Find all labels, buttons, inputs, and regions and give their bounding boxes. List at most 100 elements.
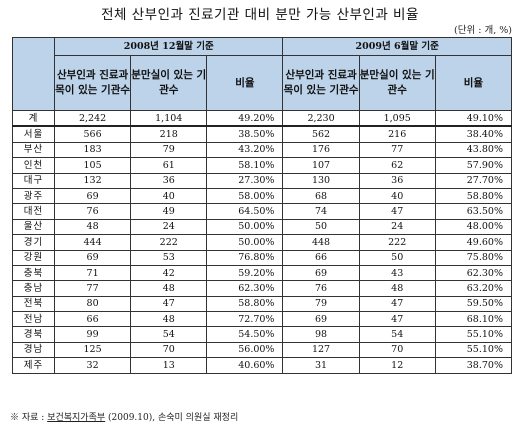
table-row: 전남 66 48 72.70% 69 47 68.10% xyxy=(12,311,513,328)
ratio-2008-cell: 62.30% xyxy=(206,280,284,297)
ratio-2009-cell: 27.70% xyxy=(434,172,513,189)
total-2009-cell: 31 xyxy=(282,357,360,374)
group-header-2009: 2009년 6월말 기준 xyxy=(282,37,512,56)
ratio-2008-cell: 38.50% xyxy=(206,125,284,143)
total-2008-cell: 71 xyxy=(53,264,132,282)
table-row: 부산 183 79 43.20% 176 77 43.80% xyxy=(12,141,513,159)
delivery-2009-cell: 70 xyxy=(358,341,436,359)
ratio-2009-cell: 68.10% xyxy=(434,311,513,328)
total-2008-cell: 132 xyxy=(53,172,132,189)
col-header-delivery-2008: 분만실이 있는 기관수 xyxy=(130,55,208,111)
column-header-row: 산부인과 진료과목이 있는 기관수 분만실이 있는 기관수 비율 산부인과 진료… xyxy=(13,55,513,111)
delivery-2008-cell: 48 xyxy=(130,280,208,297)
region-cell: 인천 xyxy=(12,157,55,174)
total-2009-cell: 2,230 xyxy=(282,110,360,128)
total-2008-cell: 76 xyxy=(53,203,132,220)
source-note-source: 보건복지가족부 xyxy=(47,413,106,423)
total-2008-cell: 66 xyxy=(53,311,132,328)
stats-table: 2008년 12월말 기준 2009년 6월말 기준 산부인과 진료과목이 있는… xyxy=(12,37,513,374)
total-2009-cell: 76 xyxy=(282,280,360,297)
delivery-2009-cell: 47 xyxy=(358,203,436,220)
total-2009-cell: 130 xyxy=(282,172,360,189)
delivery-2009-cell: 24 xyxy=(358,218,436,236)
table-row: 충북 71 42 59.20% 69 43 62.30% xyxy=(12,264,513,282)
ratio-2008-cell: 76.80% xyxy=(206,249,284,266)
delivery-2008-cell: 53 xyxy=(130,249,208,266)
total-2008-cell: 69 xyxy=(53,187,132,205)
delivery-2008-cell: 47 xyxy=(130,295,208,313)
corner-cell xyxy=(12,37,55,111)
region-cell: 대전 xyxy=(12,203,55,220)
delivery-2009-cell: 47 xyxy=(358,295,436,313)
delivery-2008-cell: 49 xyxy=(130,203,208,220)
group-header-2008: 2008년 12월말 기준 xyxy=(53,37,284,56)
region-cell: 광주 xyxy=(12,187,55,205)
ratio-2009-cell: 43.80% xyxy=(434,141,513,159)
delivery-2009-cell: 47 xyxy=(358,311,436,328)
delivery-2009-cell: 40 xyxy=(358,187,436,205)
ratio-2008-cell: 58.00% xyxy=(206,187,284,205)
total-2009-cell: 176 xyxy=(282,141,360,159)
total-2008-cell: 105 xyxy=(53,157,132,174)
delivery-2009-cell: 222 xyxy=(358,234,436,251)
total-2009-cell: 68 xyxy=(282,187,360,205)
region-cell: 부산 xyxy=(12,141,55,159)
ratio-2009-cell: 38.70% xyxy=(434,357,513,374)
total-2009-cell: 107 xyxy=(282,157,360,174)
region-cell: 전남 xyxy=(12,311,55,328)
source-note-suffix: (2009.10), 손숙미 의원실 재정리 xyxy=(105,413,239,423)
ratio-2008-cell: 27.30% xyxy=(206,172,284,189)
total-2009-cell: 127 xyxy=(282,341,360,359)
total-2009-cell: 69 xyxy=(282,311,360,328)
ratio-2009-cell: 55.10% xyxy=(434,341,513,359)
region-cell: 대구 xyxy=(12,172,55,189)
total-2008-cell: 183 xyxy=(53,141,132,159)
delivery-2008-cell: 61 xyxy=(130,157,208,174)
table-row: 경기 444 222 50.00% 448 222 49.60% xyxy=(12,234,513,251)
table-row: 광주 69 40 58.00% 68 40 58.80% xyxy=(12,187,513,205)
total-2008-cell: 48 xyxy=(53,218,132,236)
ratio-2009-cell: 49.10% xyxy=(434,110,513,128)
delivery-2009-cell: 54 xyxy=(358,326,436,343)
table-row: 대구 132 36 27.30% 130 36 27.70% xyxy=(12,172,513,189)
ratio-2008-cell: 58.80% xyxy=(206,295,284,313)
ratio-2009-cell: 48.00% xyxy=(434,218,513,236)
ratio-2009-cell: 55.10% xyxy=(434,326,513,343)
source-note: ※ 자료 : 보건복지가족부 (2009.10), 손숙미 의원실 재정리 xyxy=(10,410,238,423)
ratio-2008-cell: 50.00% xyxy=(206,234,284,251)
total-2009-cell: 448 xyxy=(282,234,360,251)
delivery-2008-cell: 1,104 xyxy=(130,110,208,128)
table-row: 제주 32 13 40.60% 31 12 38.70% xyxy=(12,357,513,374)
total-2009-cell: 74 xyxy=(282,203,360,220)
total-2009-cell: 66 xyxy=(282,249,360,266)
delivery-2008-cell: 70 xyxy=(130,341,208,359)
region-cell: 전북 xyxy=(12,295,55,313)
region-cell: 계 xyxy=(12,110,55,128)
total-2008-cell: 2,242 xyxy=(53,110,132,128)
delivery-2009-cell: 36 xyxy=(358,172,436,189)
delivery-2008-cell: 79 xyxy=(130,141,208,159)
delivery-2009-cell: 43 xyxy=(358,264,436,282)
ratio-2009-cell: 57.90% xyxy=(434,157,513,174)
total-2008-cell: 77 xyxy=(53,280,132,297)
col-header-ratio-2009: 비율 xyxy=(434,55,513,111)
delivery-2009-cell: 48 xyxy=(358,280,436,297)
total-2009-cell: 50 xyxy=(282,218,360,236)
delivery-2009-cell: 216 xyxy=(358,125,436,143)
table-row: 인천 105 61 58.10% 107 62 57.90% xyxy=(12,157,513,174)
total-2009-cell: 79 xyxy=(282,295,360,313)
delivery-2008-cell: 13 xyxy=(130,357,208,374)
ratio-2009-cell: 63.50% xyxy=(434,203,513,220)
total-2008-cell: 125 xyxy=(53,341,132,359)
ratio-2009-cell: 49.60% xyxy=(434,234,513,251)
ratio-2008-cell: 40.60% xyxy=(206,357,284,374)
ratio-2008-cell: 64.50% xyxy=(206,203,284,220)
region-cell: 경북 xyxy=(12,326,55,343)
col-header-total-2008: 산부인과 진료과목이 있는 기관수 xyxy=(53,55,132,111)
region-cell: 울산 xyxy=(12,218,55,236)
ratio-2008-cell: 56.00% xyxy=(206,341,284,359)
total-2009-cell: 69 xyxy=(282,264,360,282)
delivery-2009-cell: 77 xyxy=(358,141,436,159)
table-row: 강원 69 53 76.80% 66 50 75.80% xyxy=(12,249,513,266)
table-row: 대전 76 49 64.50% 74 47 63.50% xyxy=(12,203,513,220)
